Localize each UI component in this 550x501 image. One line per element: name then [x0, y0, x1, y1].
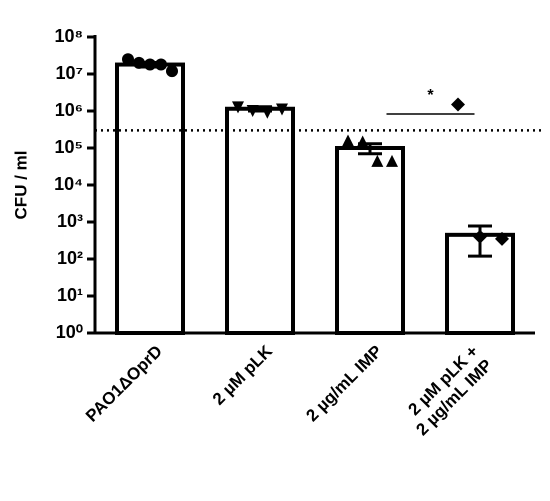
- data-point: [232, 101, 244, 114]
- data-point: [155, 58, 167, 71]
- data-point: [122, 53, 134, 66]
- data-point: [246, 105, 259, 117]
- x-tick-label: 2 µM pLK: [209, 341, 277, 409]
- data-point: [166, 65, 178, 78]
- y-tick-label: 10⁷: [56, 63, 83, 83]
- y-tick-label: 10⁶: [55, 100, 83, 120]
- bar: [115, 62, 185, 335]
- y-tick-label: 10¹: [57, 285, 83, 305]
- data-point: [276, 103, 288, 116]
- y-tick-label: 10⁸: [54, 26, 83, 46]
- y-tick-label: 10⁵: [55, 137, 83, 157]
- y-tick-label: 10³: [57, 211, 83, 231]
- data-point: [356, 135, 369, 148]
- data-point: [451, 97, 465, 112]
- y-tick-label: 10⁴: [54, 174, 83, 194]
- data-point: [261, 106, 274, 119]
- data-point: [371, 154, 384, 167]
- y-tick-label: 10²: [57, 248, 83, 268]
- data-point: [144, 58, 156, 71]
- data-point: [342, 134, 354, 147]
- significance-label: *: [427, 87, 434, 104]
- data-point: [386, 154, 398, 167]
- bar: [225, 106, 295, 335]
- y-tick-label: 10⁰: [56, 322, 83, 342]
- data-point: [133, 56, 145, 69]
- bar: [335, 146, 405, 335]
- x-tick-label: 2 µg/mL IMP: [302, 342, 386, 426]
- data-point: [473, 229, 487, 244]
- x-tick-label: PAO1ΔOprD: [82, 342, 166, 426]
- y-axis-label: CFU / ml: [11, 151, 30, 220]
- data-point: [495, 231, 509, 246]
